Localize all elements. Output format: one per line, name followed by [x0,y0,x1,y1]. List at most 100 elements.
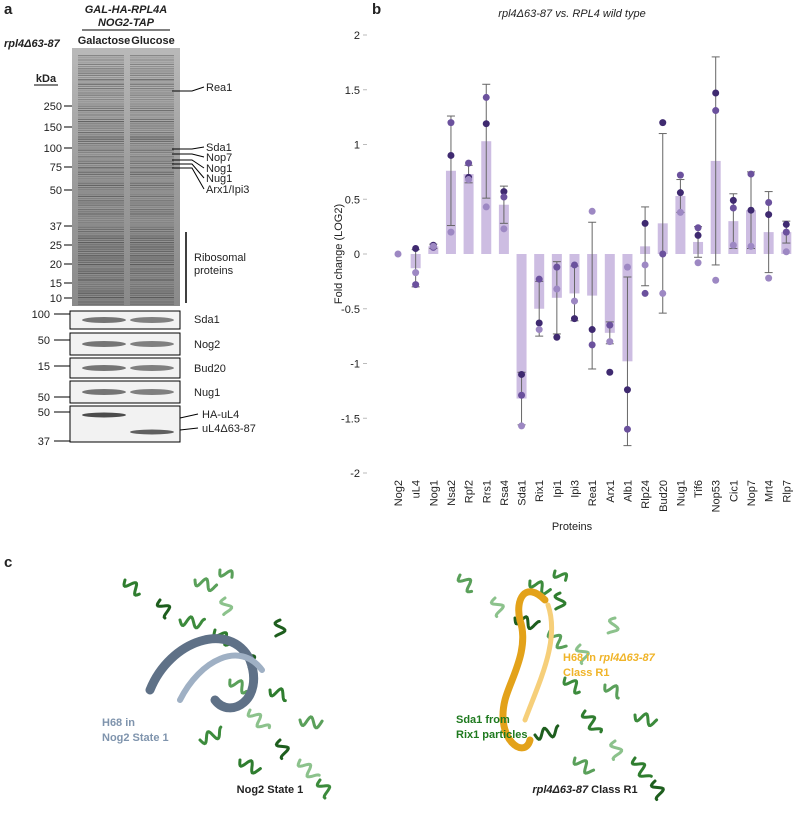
gel-band [78,176,124,178]
gel-band [78,237,124,239]
gel-bands [78,55,174,305]
x-tick-label: Rlp7 [781,480,793,503]
helix [603,683,620,700]
marker-label: 50 [38,335,50,347]
gel-band [78,222,124,224]
replicate-dot [447,228,455,236]
replicate-dot [553,263,561,271]
gel-band [130,81,174,83]
helix [315,778,332,800]
band-label: Arx1/Ipi3 [206,184,249,196]
gel-band [78,99,124,101]
ribosomal-label: Ribosomal [194,252,246,264]
replicate-dot [765,199,773,207]
gel-band [78,248,124,250]
helix [546,629,568,650]
gel-band [78,279,124,281]
helix [630,756,653,778]
gel-band [78,127,124,129]
replicate-dot [535,275,543,283]
gel-band [78,189,124,191]
gel-band [130,235,174,237]
gel-band [78,281,124,283]
marker-label: 37 [50,221,62,233]
replicate-dot [747,206,755,214]
gel-band [78,66,124,68]
gel-band [78,72,124,74]
band-label: Nog1 [206,163,232,175]
gel-band [130,184,174,186]
replicate-dot [465,159,473,167]
genotype: NOG2-TAP [98,17,155,29]
gel-band [130,281,174,283]
band-pointer [172,167,205,190]
marker-label: 20 [50,259,62,271]
helix [238,758,262,775]
gel-band [78,112,124,114]
gel-band [78,202,124,204]
gel-band [78,107,124,109]
gel-band [130,248,174,250]
gel-band [78,215,124,217]
panel-label: c [4,554,12,571]
structure [122,568,665,801]
gel-band [130,200,174,202]
replicate-dot [729,204,737,212]
gel-band [130,259,174,261]
helix [268,687,287,703]
helix [574,643,590,665]
gel-band [78,301,124,303]
gel-band [78,103,124,105]
gel-band [78,136,124,138]
bar [463,174,474,254]
helix [193,577,219,593]
gel-band [130,266,174,268]
gel-band [130,143,174,145]
gel-band [78,200,124,202]
gel-band [78,182,124,184]
x-tick-label: uL4 [411,480,423,498]
gel-band [78,81,124,83]
gel-band [130,292,174,294]
replicate-dot [588,341,596,349]
band-label: Nug1 [206,173,232,185]
gel-band [130,233,174,235]
replicate-dot [553,333,561,341]
replicate-dot [765,211,773,219]
band-pointer [172,146,205,150]
y-tick-label: -0.5 [341,304,360,316]
gel-band [130,129,174,131]
y-tick-label: -1 [350,359,360,371]
helix [122,578,141,597]
y-tick-label: -1.5 [341,413,360,425]
blot-band [130,341,174,347]
blot-band [130,365,174,371]
replicate-dot [623,425,631,433]
gel-band [130,226,174,228]
gel-band [78,239,124,241]
gel-band [130,127,174,129]
gel-band [130,171,174,173]
blot-band [82,389,126,395]
gel-band [130,193,174,195]
x-tick-label: Mrt4 [764,480,776,502]
bar [516,254,527,399]
helix [633,712,659,728]
gel-band [78,209,124,211]
replicate-dot [659,289,667,297]
gel-band [78,294,124,296]
blot-band [130,429,174,435]
gel-band [130,290,174,292]
helix [178,615,206,630]
gel-band [78,242,124,244]
replicate-dot [659,250,667,258]
blot-band [82,412,126,418]
gel-band [130,189,174,191]
x-tick-label: Rix1 [534,480,546,502]
gel-band [130,72,174,74]
strain: rpl4Δ63-87 [4,38,61,50]
gel-band [78,187,124,189]
helix [296,758,321,779]
gel-band [130,59,174,61]
replicate-dot [518,370,526,378]
